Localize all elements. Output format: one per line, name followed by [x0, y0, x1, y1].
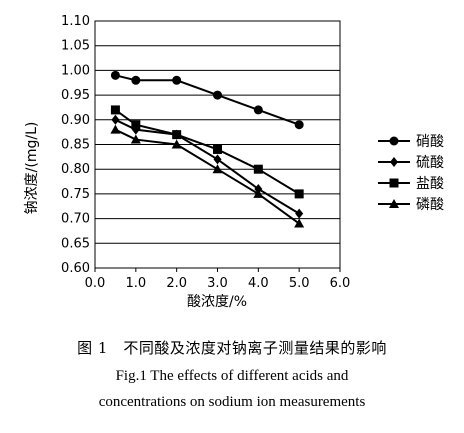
x-axis-label: 酸浓度/%	[187, 294, 247, 310]
y-tick-label-0: 0.60	[61, 261, 90, 276]
legend-item-4: 磷酸	[378, 197, 444, 213]
grid-lines	[95, 20, 340, 269]
series-3-point-3	[172, 130, 182, 140]
series-4-point-1	[110, 124, 121, 134]
series-1-point-1	[110, 70, 120, 80]
y-tick-label-8: 1.00	[61, 63, 90, 78]
y-tick-label-10: 1.10	[61, 14, 90, 29]
legend-marker-4	[389, 199, 399, 208]
series-3-point-2	[131, 120, 141, 130]
x-tick-label-6: 6.0	[330, 276, 351, 291]
y-axis-label: 钠浓度/(mg/L)	[24, 122, 40, 215]
series-2	[111, 114, 304, 219]
x-tick-labels: 0.0 1.0 2.0 3.0 4.0 5.0 6.0	[85, 276, 351, 291]
series-3-point-6	[294, 189, 304, 199]
legend-marker-1	[389, 136, 399, 146]
series-3-point-4	[213, 144, 222, 154]
legend-label-3: 盐酸	[416, 176, 444, 192]
series-line-2	[114, 118, 300, 215]
series-3	[110, 105, 304, 199]
y-tick-label-6: 0.90	[61, 113, 90, 128]
x-tick-label-1: 1.0	[125, 276, 146, 291]
series-1-point-2	[131, 75, 141, 85]
x-tick-label-4: 4.0	[248, 276, 269, 291]
figure-caption-english-line1: Fig.1 The effects of different acids and	[115, 368, 349, 384]
series-3-point-5	[253, 164, 263, 174]
y-tick-label-4: 0.80	[61, 162, 90, 177]
series-4-point-2	[130, 134, 141, 144]
legend-label-4: 磷酸	[416, 197, 444, 213]
series-line-4	[114, 128, 300, 225]
legend-marker-2	[390, 157, 398, 167]
series-group	[110, 70, 305, 228]
legend-item-3: 盐酸	[378, 176, 444, 192]
y-tick-label-5: 0.85	[61, 138, 90, 153]
y-tick-label-1: 0.65	[61, 236, 90, 251]
x-tick-label-5: 5.0	[289, 276, 310, 291]
series-1-point-6	[294, 120, 304, 130]
legend-label-2: 硫酸	[416, 155, 444, 171]
x-tick-label-0: 0.0	[85, 276, 106, 291]
series-1-point-3	[172, 75, 182, 85]
series-2-point-1	[111, 114, 120, 125]
series-2-point-6	[295, 208, 304, 219]
line-chart: 0.600.650.700.750.800.850.900.951.001.05…	[24, 14, 444, 310]
series-1	[110, 70, 304, 130]
series-4-point-5	[253, 188, 264, 198]
y-tick-label-9: 1.05	[61, 39, 90, 54]
series-1-point-4	[213, 90, 222, 100]
y-tick-label-7: 0.95	[61, 88, 90, 103]
series-4-point-3	[171, 139, 182, 149]
series-line-1	[115, 74, 300, 126]
legend-label-1: 硝酸	[416, 134, 444, 150]
legend-marker-3	[389, 178, 399, 188]
y-tick-label-3: 0.75	[61, 187, 90, 202]
legend-item-2: 硫酸	[378, 155, 444, 171]
series-2-point-4	[213, 154, 222, 165]
series-4	[110, 124, 305, 228]
series-3-point-1	[110, 105, 120, 115]
series-1-point-5	[253, 105, 263, 115]
series-4-point-4	[212, 164, 223, 174]
legend-item-1: 硝酸	[378, 134, 444, 150]
series-line-3	[114, 109, 300, 195]
x-tick-label-2: 2.0	[166, 276, 187, 291]
x-tick-label-3: 3.0	[207, 276, 228, 291]
y-tick-labels: 0.60 0.65 0.70 0.75 0.80 0.85 0.90 0.95 1.00 1.05…	[61, 14, 90, 276]
axes	[94, 20, 341, 272]
figure-caption-english-line2: concentrations on sodium ion measurement…	[98, 394, 366, 410]
figure-caption-chinese: 图 1 不同酸及浓度对钠离子测量结果的影响	[77, 339, 387, 357]
series-4-point-6	[294, 218, 305, 228]
y-tick-label-2: 0.70	[61, 212, 90, 227]
